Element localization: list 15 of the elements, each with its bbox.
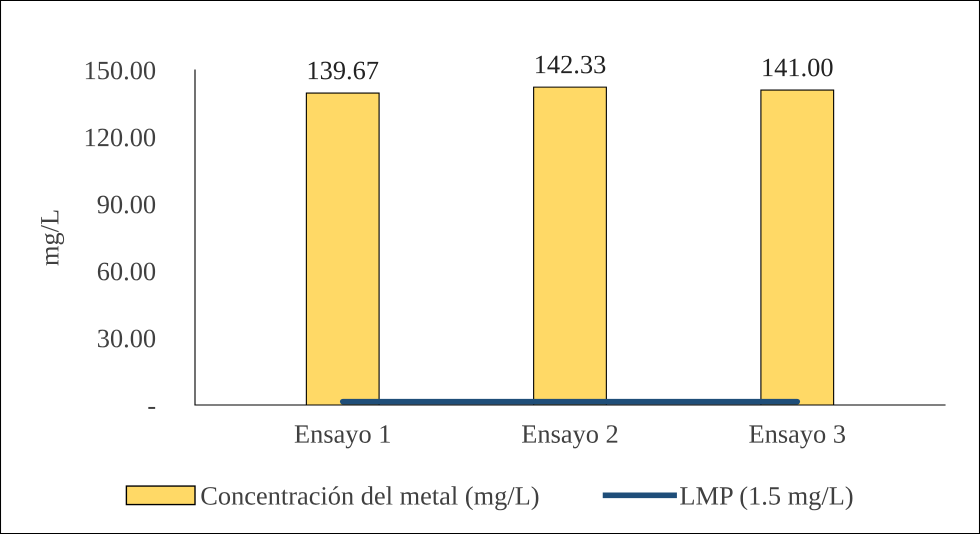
x-tick-label: Ensayo 3	[749, 425, 845, 448]
x-tick-label: Ensayo 2	[522, 425, 618, 448]
y-tick-label: 150.00	[86, 62, 156, 80]
data-label: 139.67	[308, 62, 378, 80]
y-tick-label: 120.00	[86, 128, 156, 147]
y-tick-label: -	[148, 406, 156, 409]
y-tick-label: 60.00	[98, 262, 156, 281]
legend-label: Concentración del metal (mg/L)	[201, 486, 538, 510]
data-label: 142.33	[536, 56, 606, 74]
legend-label: LMP (1.5 mg/L)	[680, 486, 852, 510]
x-tick-label: Ensayo 1	[294, 425, 390, 448]
y-tick-label: 30.00	[98, 330, 156, 348]
data-label: 141.00	[763, 58, 833, 77]
y-tick-label: 90.00	[98, 196, 156, 214]
y-axis-title: mg/L	[41, 210, 64, 266]
